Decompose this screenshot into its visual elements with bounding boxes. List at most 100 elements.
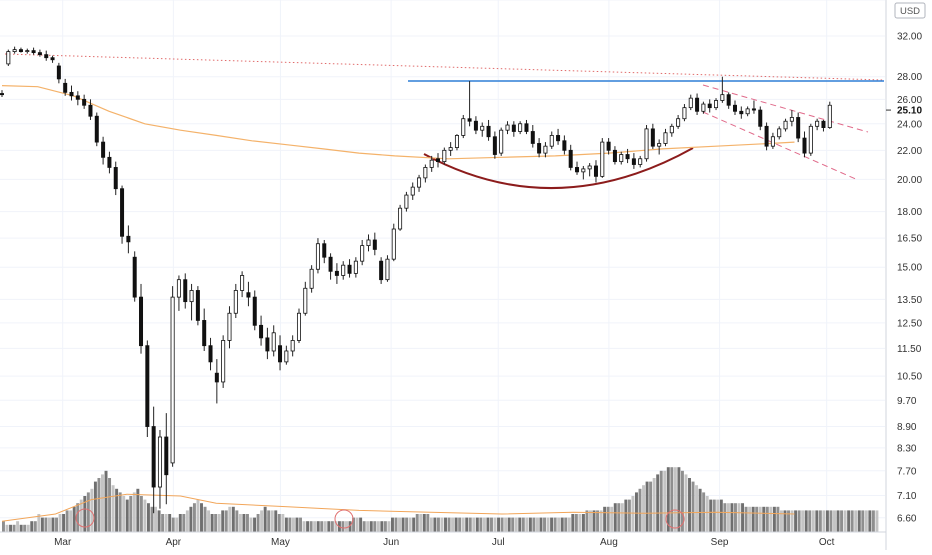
volume-bar xyxy=(189,506,193,532)
volume-bar xyxy=(175,517,179,532)
volume-bar xyxy=(790,510,794,532)
candle xyxy=(543,142,548,158)
candle xyxy=(278,335,283,371)
volume-bar xyxy=(288,517,292,532)
volume-bar xyxy=(270,510,274,532)
candle xyxy=(556,128,561,145)
candle-body xyxy=(808,125,813,154)
candle xyxy=(663,128,668,147)
y-tick-label: 16.50 xyxy=(897,234,922,245)
candle xyxy=(562,135,567,155)
candle-body xyxy=(783,120,788,130)
candle xyxy=(745,106,750,117)
volume-bar xyxy=(440,517,444,532)
volume-bar xyxy=(751,506,755,532)
candle-body xyxy=(360,245,365,262)
candle xyxy=(625,148,630,164)
volume-bar xyxy=(755,506,759,532)
candle-body xyxy=(758,109,763,127)
y-tick-label: 20.00 xyxy=(897,175,922,186)
volume-bar xyxy=(652,478,656,532)
candle xyxy=(164,413,169,505)
volume-bar xyxy=(334,521,338,532)
volume-bar xyxy=(408,517,412,532)
volume-bar xyxy=(178,514,182,532)
volume-bar xyxy=(253,517,257,532)
volume-bar xyxy=(734,503,737,532)
volume-bar xyxy=(345,521,348,532)
candle xyxy=(448,142,453,156)
volume-bar xyxy=(843,510,847,532)
candle xyxy=(467,81,472,127)
volume-bar xyxy=(571,514,575,532)
volume-bar xyxy=(19,524,23,532)
volume-bar xyxy=(564,517,568,532)
last-price-label: 25.10 xyxy=(897,106,922,117)
candle xyxy=(808,123,813,156)
volume-bar xyxy=(139,496,143,532)
candle-body xyxy=(492,136,497,155)
candle-body xyxy=(379,260,384,281)
volume-bar xyxy=(680,470,684,532)
volume-bar xyxy=(458,517,462,532)
candle xyxy=(265,327,270,360)
volume-bar xyxy=(787,510,790,532)
candle xyxy=(688,94,693,111)
volume-bar xyxy=(818,510,822,532)
y-tick-label: 24.00 xyxy=(897,119,922,130)
volume-bar xyxy=(620,503,624,532)
volume-bar xyxy=(649,481,653,532)
candle-body xyxy=(505,124,510,131)
candle-body xyxy=(347,264,352,274)
candle-body xyxy=(676,118,681,127)
volume-bar xyxy=(125,499,129,532)
volume-bar xyxy=(550,517,554,532)
volume-bar xyxy=(688,478,691,532)
candle-body xyxy=(265,337,270,352)
volume-bar xyxy=(677,467,681,532)
candle-body xyxy=(37,52,42,56)
volume-bar xyxy=(387,521,391,532)
candle-body xyxy=(145,345,150,427)
candle-body xyxy=(164,436,169,476)
volume-bar xyxy=(801,510,805,532)
candle xyxy=(18,47,23,53)
volume-bar xyxy=(454,517,458,532)
volume-bar xyxy=(581,514,585,532)
candle xyxy=(568,144,573,171)
y-tick-label: 26.00 xyxy=(897,95,922,106)
volume-bar xyxy=(246,514,249,532)
volume-bar xyxy=(383,521,387,532)
candle-body xyxy=(625,154,630,160)
candle xyxy=(770,132,775,149)
volume-bar xyxy=(274,510,278,532)
candle-body xyxy=(202,320,207,347)
volume-bar xyxy=(836,510,840,532)
candle-body xyxy=(214,372,219,383)
volume-bar xyxy=(719,499,723,532)
volume-bar xyxy=(101,474,104,532)
candle xyxy=(631,153,636,169)
volume-bar xyxy=(214,514,218,532)
candle-body xyxy=(511,124,516,132)
volume-bar xyxy=(352,517,356,532)
volume-bar xyxy=(765,506,769,532)
volume-bar xyxy=(238,514,242,532)
candle xyxy=(221,335,226,388)
volume-bar xyxy=(277,514,281,532)
volume-bar xyxy=(857,510,861,532)
candle-body xyxy=(644,128,649,160)
candle-body xyxy=(75,95,80,100)
candle-body xyxy=(366,239,371,247)
volume-bar xyxy=(373,521,377,532)
volume-bar xyxy=(108,478,112,532)
volume-bar xyxy=(97,478,101,532)
volume-bar xyxy=(493,517,497,532)
volume-bar xyxy=(249,517,253,532)
candle-body xyxy=(309,268,314,289)
volume-bar xyxy=(861,510,865,532)
volume-bar xyxy=(200,503,203,532)
candle-body xyxy=(600,141,605,177)
